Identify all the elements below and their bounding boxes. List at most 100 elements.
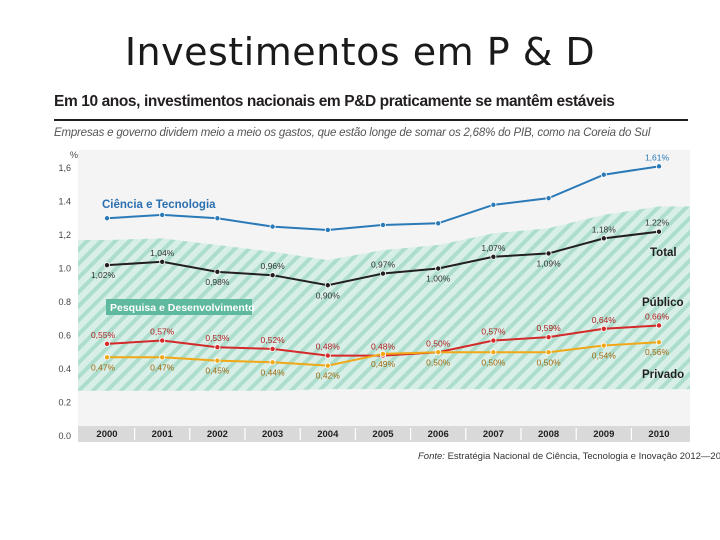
- data-label-privado: 0,50%: [426, 357, 451, 367]
- chart-subtitle: Empresas e governo dividem meio a meio o…: [54, 127, 651, 139]
- series-point-p-blico: [490, 337, 497, 344]
- data-label-total: 0,90%: [316, 290, 341, 300]
- series-point-ci-ncia-e-tecnologia: [600, 171, 607, 178]
- series-point-privado: [490, 349, 497, 356]
- series-point-total: [159, 258, 166, 265]
- data-label-privado: 0,42%: [316, 371, 341, 381]
- series-point-ci-ncia-e-tecnologia: [379, 221, 386, 228]
- slide-title: Investimentos em P & D: [124, 30, 596, 74]
- y-tick-label: 0.8: [58, 297, 71, 307]
- data-label-p-blico: 0,50%: [426, 338, 451, 348]
- y-tick-label: 0.2: [58, 398, 71, 408]
- y-tick-label: 0.6: [58, 331, 71, 341]
- series-point-ci-ncia-e-tecnologia: [269, 223, 276, 230]
- data-label-p-blico: 0,55%: [91, 330, 116, 340]
- annotation-pd-box: [106, 299, 252, 315]
- series-point-privado: [435, 349, 442, 356]
- data-label-total: 0,97%: [371, 260, 396, 270]
- chart-title: Em 10 anos, investimentos nacionais em P…: [54, 93, 615, 110]
- series-point-ci-ncia-e-tecnologia: [214, 215, 221, 222]
- series-point-total: [490, 253, 497, 260]
- data-label-privado: 0,56%: [645, 347, 670, 357]
- x-tick-label: 2008: [538, 429, 559, 440]
- annotation-publico: Público: [642, 297, 684, 309]
- series-point-ci-ncia-e-tecnologia: [104, 215, 111, 222]
- series-point-total: [379, 270, 386, 277]
- series-point-total: [269, 272, 276, 279]
- data-label-ci-ncia-e-tecnologia: 1,61%: [645, 152, 670, 162]
- annotation-total: Total: [650, 247, 677, 259]
- series-point-privado: [379, 350, 386, 357]
- series-point-total: [545, 250, 552, 257]
- x-tick-label: 2001: [152, 429, 174, 440]
- series-point-total: [104, 262, 111, 269]
- series-point-p-blico: [269, 345, 276, 352]
- data-label-privado: 0,47%: [91, 362, 116, 372]
- series-point-privado: [104, 354, 111, 361]
- series-point-ci-ncia-e-tecnologia: [545, 195, 552, 202]
- series-point-ci-ncia-e-tecnologia: [435, 220, 442, 227]
- x-tick-label: 2009: [593, 429, 614, 440]
- series-point-p-blico: [656, 322, 663, 329]
- data-label-total: 1,04%: [150, 248, 175, 258]
- series-point-privado: [545, 349, 552, 356]
- data-label-p-blico: 0,57%: [481, 327, 506, 337]
- y-tick-label: 1,6: [58, 163, 71, 173]
- title-rule: [54, 119, 688, 121]
- y-tick-label: 1.4: [58, 197, 71, 207]
- annotation-privado: Privado: [642, 369, 684, 381]
- data-label-total: 1,09%: [537, 258, 562, 268]
- series-point-ci-ncia-e-tecnologia: [656, 163, 663, 170]
- data-label-privado: 0,45%: [205, 366, 230, 376]
- data-label-privado: 0,50%: [537, 357, 562, 367]
- data-label-p-blico: 0,59%: [537, 323, 562, 333]
- y-tick-label: 1,2: [58, 230, 71, 240]
- series-point-ci-ncia-e-tecnologia: [159, 211, 166, 218]
- x-tick-label: 2000: [96, 429, 117, 440]
- source-note: Fonte: Estratégia Nacional de Ciência, T…: [418, 451, 720, 462]
- series-point-total: [600, 235, 607, 242]
- series-point-privado: [324, 362, 331, 369]
- x-tick-label: 2005: [372, 429, 394, 440]
- data-label-p-blico: 0,52%: [261, 335, 286, 345]
- series-point-p-blico: [545, 334, 552, 341]
- data-label-privado: 0,54%: [592, 351, 617, 361]
- series-point-privado: [269, 359, 276, 366]
- x-axis-band: [78, 426, 690, 442]
- x-tick-label: 2010: [648, 429, 669, 440]
- pd-area: [78, 206, 690, 391]
- y-tick-label: 0.0: [58, 431, 71, 441]
- data-label-p-blico: 0,48%: [316, 342, 341, 352]
- data-label-p-blico: 0,64%: [592, 315, 617, 325]
- series-point-total: [656, 228, 663, 235]
- series-point-privado: [656, 339, 663, 346]
- data-label-total: 1,02%: [91, 270, 116, 280]
- data-label-privado: 0,47%: [150, 362, 175, 372]
- x-tick-label: 2004: [317, 429, 339, 440]
- data-label-total: 1,22%: [645, 218, 670, 228]
- annotation-ciencia-tecnologia: Ciência e Tecnologia: [102, 199, 216, 211]
- data-label-total: 0,96%: [261, 261, 286, 271]
- data-label-total: 1,07%: [481, 243, 506, 253]
- y-tick-label: 0.4: [58, 364, 71, 374]
- source-label: Fonte:: [418, 451, 445, 462]
- series-point-privado: [159, 354, 166, 361]
- source-text: Estratégia Nacional de Ciência, Tecnolog…: [447, 451, 720, 462]
- x-tick-label: 2006: [428, 429, 449, 440]
- x-tick-label: 2003: [262, 429, 283, 440]
- annotation-pd: Pesquisa e Desenvolvimento: [110, 302, 255, 314]
- series-point-p-blico: [104, 340, 111, 347]
- data-label-total: 0,98%: [205, 277, 230, 287]
- series-point-ci-ncia-e-tecnologia: [490, 201, 497, 208]
- x-tick-label: 2002: [207, 429, 228, 440]
- y-tick-label: 1.0: [58, 264, 71, 274]
- data-label-p-blico: 0,57%: [150, 327, 175, 337]
- series-point-total: [435, 265, 442, 272]
- data-label-privado: 0,50%: [481, 357, 506, 367]
- series-point-total: [214, 268, 221, 275]
- data-label-p-blico: 0,48%: [371, 342, 396, 352]
- data-label-p-blico: 0,66%: [645, 311, 670, 321]
- series-point-p-blico: [159, 337, 166, 344]
- series-point-privado: [214, 357, 221, 364]
